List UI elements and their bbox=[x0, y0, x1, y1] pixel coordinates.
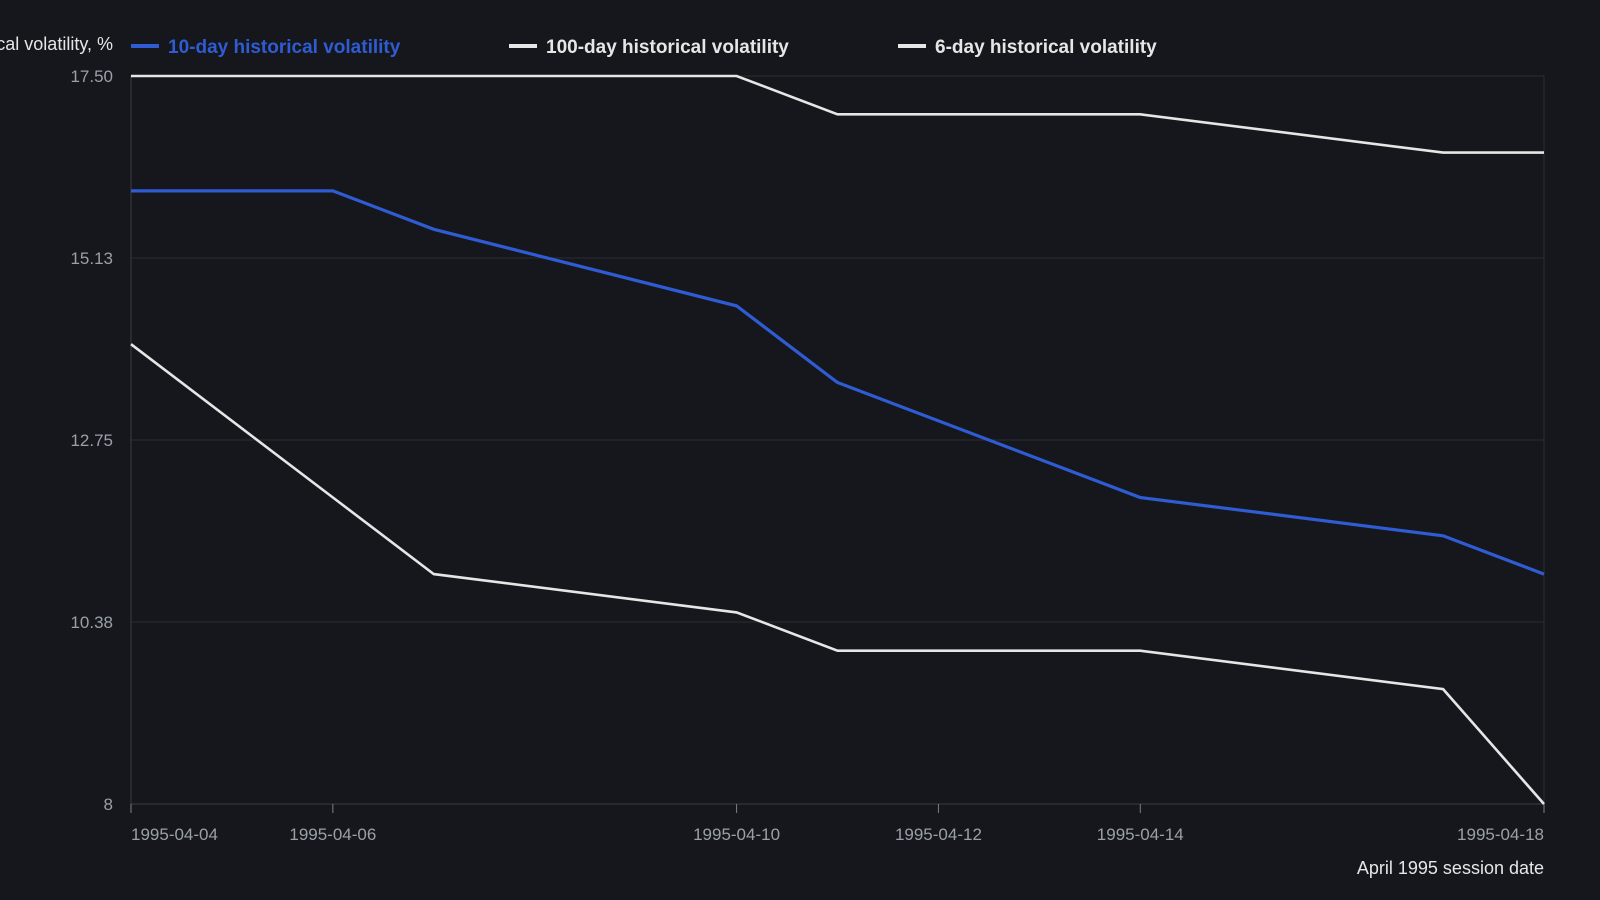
axes: 8 10.38 12.75 15.13 17.50 1995-04-04 1995-04-0… bbox=[70, 67, 1545, 844]
y-axis-title: Historical volatility, % bbox=[0, 34, 113, 54]
legend-item: 100-day historical volatility bbox=[509, 37, 789, 58]
legend: 10-day historical volatility 100-day hist… bbox=[131, 37, 1157, 58]
x-tick-label: 1995-04-14 bbox=[1097, 825, 1184, 844]
series-line-1 bbox=[131, 189, 1545, 576]
legend-label: 6-day historical volatility bbox=[935, 37, 1157, 58]
x-tick-label: 1995-04-12 bbox=[895, 825, 982, 844]
legend-label: 10-day historical volatility bbox=[168, 37, 401, 58]
series-lines bbox=[130, 74, 1545, 805]
legend-item: 6-day historical volatility bbox=[898, 37, 1157, 58]
x-tick-label: 1995-04-04 bbox=[131, 825, 218, 844]
y-tick-label: 12.75 bbox=[70, 431, 113, 450]
x-tick-label: 1995-04-18 bbox=[1457, 825, 1544, 844]
legend-label: 100-day historical volatility bbox=[546, 37, 789, 58]
y-tick-label: 10.38 bbox=[70, 613, 113, 632]
x-tick-label: 1995-04-10 bbox=[693, 825, 780, 844]
y-tick-label: 15.13 bbox=[70, 249, 113, 268]
y-tick-label: 8 bbox=[104, 795, 113, 814]
series-line-3 bbox=[130, 343, 1545, 805]
x-tick-label: 1995-04-06 bbox=[289, 825, 376, 844]
y-tick-label: 17.50 bbox=[70, 67, 113, 86]
legend-item: 10-day historical volatility bbox=[131, 37, 401, 58]
series-line-2 bbox=[131, 74, 1544, 154]
grid-lines bbox=[131, 75, 1545, 804]
x-axis-title: April 1995 session date bbox=[1357, 858, 1544, 878]
